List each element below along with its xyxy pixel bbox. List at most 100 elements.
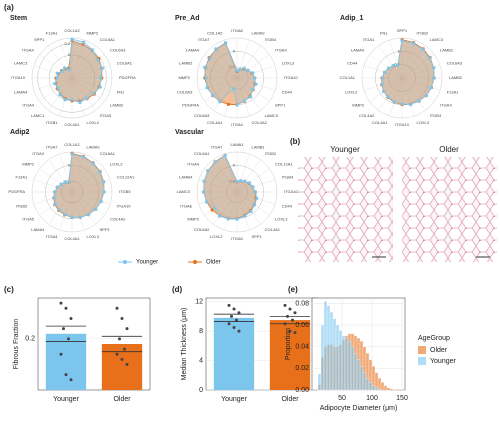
category-label: ITGAX bbox=[440, 103, 452, 108]
data-point bbox=[293, 311, 297, 315]
radar-point bbox=[242, 99, 247, 103]
radar-point bbox=[252, 76, 256, 80]
category-label: ITGA5 bbox=[231, 236, 243, 241]
radar-point bbox=[226, 102, 231, 107]
spoke bbox=[236, 153, 250, 193]
legend-title: AgeGroup bbox=[418, 335, 450, 342]
histogram-bar bbox=[392, 389, 397, 391]
spoke bbox=[236, 77, 261, 111]
radar-point bbox=[218, 100, 222, 104]
legend-label: Older bbox=[206, 260, 221, 266]
spoke bbox=[33, 65, 73, 79]
radar-point bbox=[206, 169, 210, 173]
spoke bbox=[401, 39, 415, 79]
category-label: ITGA4 bbox=[46, 234, 58, 239]
histogram-bar bbox=[374, 387, 379, 391]
radar-point bbox=[243, 214, 247, 218]
category-label: LOXL2 bbox=[110, 161, 123, 166]
category-label: ITGA10 bbox=[117, 204, 132, 209]
radar-point bbox=[204, 76, 208, 80]
category-label: CD44 bbox=[282, 204, 293, 209]
category-label: F13A1 bbox=[16, 175, 29, 180]
radar-point bbox=[242, 66, 246, 70]
category-label: ITGA7 bbox=[211, 144, 223, 149]
histogram-bar bbox=[377, 377, 382, 391]
category-label: CD44 bbox=[347, 61, 358, 66]
category-label: MMP2 bbox=[187, 217, 199, 222]
data-point bbox=[67, 337, 70, 341]
category-label: SPP1 bbox=[275, 103, 286, 108]
spoke bbox=[369, 77, 403, 102]
category-label: MMP2 bbox=[22, 161, 34, 166]
spoke bbox=[71, 153, 85, 193]
radar-point bbox=[203, 65, 207, 70]
y-tick-label: 0 bbox=[199, 387, 203, 394]
data-point bbox=[237, 311, 241, 315]
category-label: LAMA2 bbox=[252, 30, 266, 35]
category-label: COL4A1 bbox=[265, 227, 281, 232]
category-label: ITGA5 bbox=[22, 217, 34, 222]
histogram-bar bbox=[356, 359, 361, 391]
spoke bbox=[236, 191, 250, 231]
category-label: SPP1 bbox=[34, 37, 45, 42]
category-label: LAMA4 bbox=[186, 47, 200, 52]
radar-point bbox=[400, 39, 404, 43]
category-label: LOXL3 bbox=[282, 61, 295, 66]
y-tick-label: 0.02 bbox=[295, 365, 309, 372]
category-label: LAMC1 bbox=[31, 113, 45, 118]
spoke bbox=[71, 77, 96, 111]
legend-dot bbox=[193, 260, 197, 264]
spoke bbox=[401, 45, 426, 79]
histogram-bar bbox=[365, 377, 370, 391]
data-point bbox=[120, 357, 124, 361]
radar-point bbox=[63, 98, 67, 102]
radar-point bbox=[223, 41, 228, 45]
radar-point bbox=[63, 66, 67, 70]
category-label: ITGA10 bbox=[11, 75, 26, 80]
bar bbox=[45, 333, 87, 390]
radar-point bbox=[254, 190, 258, 194]
radar-point bbox=[98, 76, 103, 80]
data-point bbox=[237, 329, 241, 333]
category-label: LAMB2 bbox=[110, 103, 124, 108]
category-label: ITGA10 bbox=[284, 75, 299, 80]
histogram-bar bbox=[362, 372, 367, 391]
spoke bbox=[33, 77, 73, 91]
radar-point bbox=[382, 70, 387, 74]
histogram-bar bbox=[329, 311, 334, 391]
radar-point bbox=[392, 100, 396, 104]
histogram-bar bbox=[359, 366, 364, 391]
radar-point bbox=[58, 93, 62, 97]
x-tick-label: Younger bbox=[53, 396, 79, 403]
y-tick-label: 0.00 bbox=[295, 387, 309, 394]
histogram-bar bbox=[389, 388, 394, 391]
r-tick-label: 0.2 bbox=[64, 41, 70, 46]
category-label: COL4A2 bbox=[359, 113, 375, 118]
x-tick-label: 100 bbox=[366, 395, 378, 402]
histogram-bar bbox=[326, 305, 331, 391]
data-point bbox=[227, 303, 231, 307]
panel-label: (d) bbox=[172, 285, 183, 294]
histogram-bar bbox=[341, 335, 346, 391]
radar-point bbox=[214, 47, 218, 51]
radar-point bbox=[391, 63, 395, 68]
category-label: FN1 bbox=[380, 30, 388, 35]
data-point bbox=[62, 327, 65, 331]
radar-point bbox=[100, 66, 105, 70]
y-tick-label: 0.08 bbox=[295, 300, 309, 307]
histogram-bar bbox=[335, 324, 340, 391]
category-label: COL4A2 bbox=[110, 217, 126, 222]
radar-point bbox=[70, 152, 74, 156]
spoke bbox=[39, 77, 73, 102]
panel-label: (c) bbox=[4, 285, 14, 294]
spoke bbox=[59, 77, 73, 117]
data-point bbox=[64, 306, 68, 310]
category-label: PDGFRA bbox=[119, 75, 136, 80]
category-label: COL4A1 bbox=[64, 236, 80, 241]
data-point bbox=[115, 352, 119, 356]
spoke bbox=[378, 77, 403, 111]
spoke bbox=[48, 159, 73, 193]
spoke bbox=[213, 45, 238, 79]
category-label: COL12A1 bbox=[117, 175, 135, 180]
data-point bbox=[232, 307, 236, 311]
